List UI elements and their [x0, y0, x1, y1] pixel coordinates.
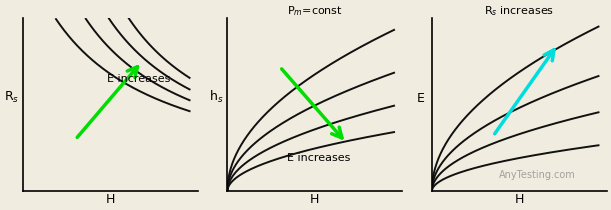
Title: R$_s$ increases: R$_s$ increases	[485, 4, 554, 18]
X-axis label: H: H	[106, 193, 115, 206]
Text: E increases: E increases	[287, 153, 350, 163]
Text: AnyTesting.com: AnyTesting.com	[499, 170, 575, 180]
Y-axis label: E: E	[417, 92, 425, 105]
X-axis label: H: H	[514, 193, 524, 206]
Y-axis label: h$_s$: h$_s$	[209, 89, 224, 105]
Text: E increases: E increases	[107, 74, 170, 84]
X-axis label: H: H	[310, 193, 320, 206]
Title: P$_m$=const: P$_m$=const	[287, 4, 343, 18]
Y-axis label: R$_s$: R$_s$	[4, 90, 20, 105]
